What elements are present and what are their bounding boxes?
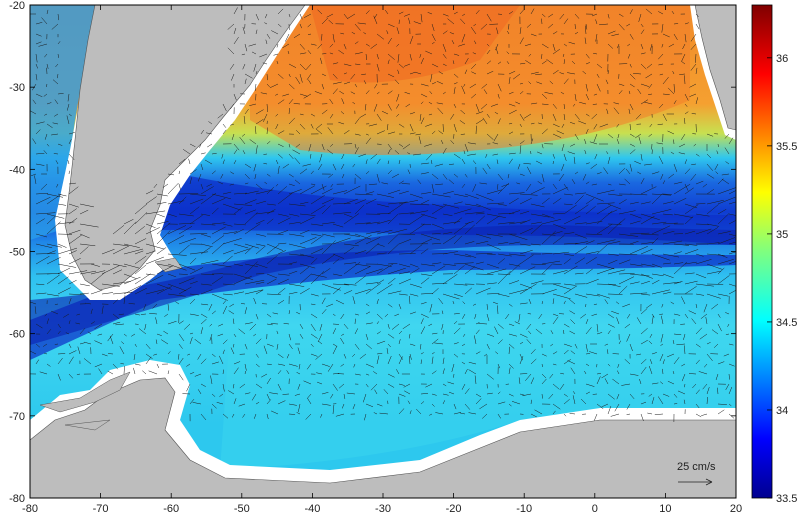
colorbar-gradient xyxy=(752,5,772,498)
colorbar-tick-label: 36 xyxy=(776,53,788,65)
x-tick-label: -60 xyxy=(163,503,179,515)
x-tick-label: -20 xyxy=(446,503,462,515)
reference-vector-label: 25 cm/s xyxy=(677,461,716,473)
x-tick-label: 10 xyxy=(659,503,671,515)
x-tick-label: -50 xyxy=(234,503,250,515)
x-tick-label: -70 xyxy=(93,503,109,515)
colorbar-tick-label: 33.5 xyxy=(776,493,797,505)
x-tick-label: -10 xyxy=(516,503,532,515)
y-tick-label: -40 xyxy=(9,164,25,176)
colorbar-tick-label: 35.5 xyxy=(776,141,797,153)
colorbar-tick-label: 35 xyxy=(776,229,788,241)
reference-vector: 25 cm/s xyxy=(660,455,730,491)
x-tick-label: 0 xyxy=(592,503,598,515)
y-tick-label: -50 xyxy=(9,247,25,259)
y-tick-label: -60 xyxy=(9,329,25,341)
y-tick-label: -20 xyxy=(9,0,25,12)
colorbar: 36 35.5 35 34.5 34 33.5 xyxy=(752,5,797,505)
y-tick-label: -80 xyxy=(9,493,25,505)
colorbar-tick-label: 34 xyxy=(776,405,788,417)
x-tick-label: -40 xyxy=(304,503,320,515)
x-tick-label: 20 xyxy=(730,503,742,515)
y-tick-label: -70 xyxy=(9,411,25,423)
y-tick-label: -30 xyxy=(9,82,25,94)
colorbar-tick-label: 34.5 xyxy=(776,317,797,329)
x-tick-label: -30 xyxy=(375,503,391,515)
